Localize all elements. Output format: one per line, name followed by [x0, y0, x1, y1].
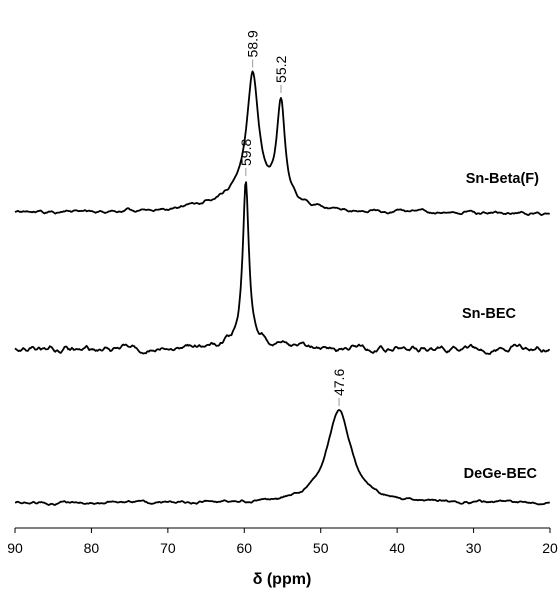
peak-label: 58.9 — [245, 30, 261, 57]
x-tick-label: 40 — [389, 540, 405, 556]
series-labels: Sn-Beta(F) Sn-BEC DeGe-BEC — [462, 171, 539, 482]
peak-label: 55.2 — [273, 56, 289, 83]
x-tick-label: 60 — [236, 540, 252, 556]
series-label: Sn-Beta(F) — [466, 171, 539, 187]
peak-label: 47.6 — [331, 369, 347, 396]
x-axis-ticks: 90 80 70 60 50 40 30 20 — [7, 528, 558, 556]
spectra-traces — [14, 70, 551, 506]
x-tick-label: 50 — [313, 540, 329, 556]
x-axis-label: δ (ppm) — [253, 571, 312, 588]
spectrum-line — [14, 70, 551, 217]
spectrum-line — [14, 409, 551, 506]
series-label: DeGe-BEC — [464, 466, 538, 482]
x-tick-label: 70 — [160, 540, 176, 556]
spectrum-line — [14, 181, 551, 355]
series-label: Sn-BEC — [462, 306, 517, 322]
x-tick-label: 20 — [542, 540, 558, 556]
peak-labels: 58.9 55.2 59.8 47.6 — [238, 30, 347, 406]
x-tick-label: 80 — [84, 540, 100, 556]
x-tick-label: 30 — [466, 540, 482, 556]
x-tick-label: 90 — [7, 540, 23, 556]
peak-label: 59.8 — [238, 139, 254, 166]
